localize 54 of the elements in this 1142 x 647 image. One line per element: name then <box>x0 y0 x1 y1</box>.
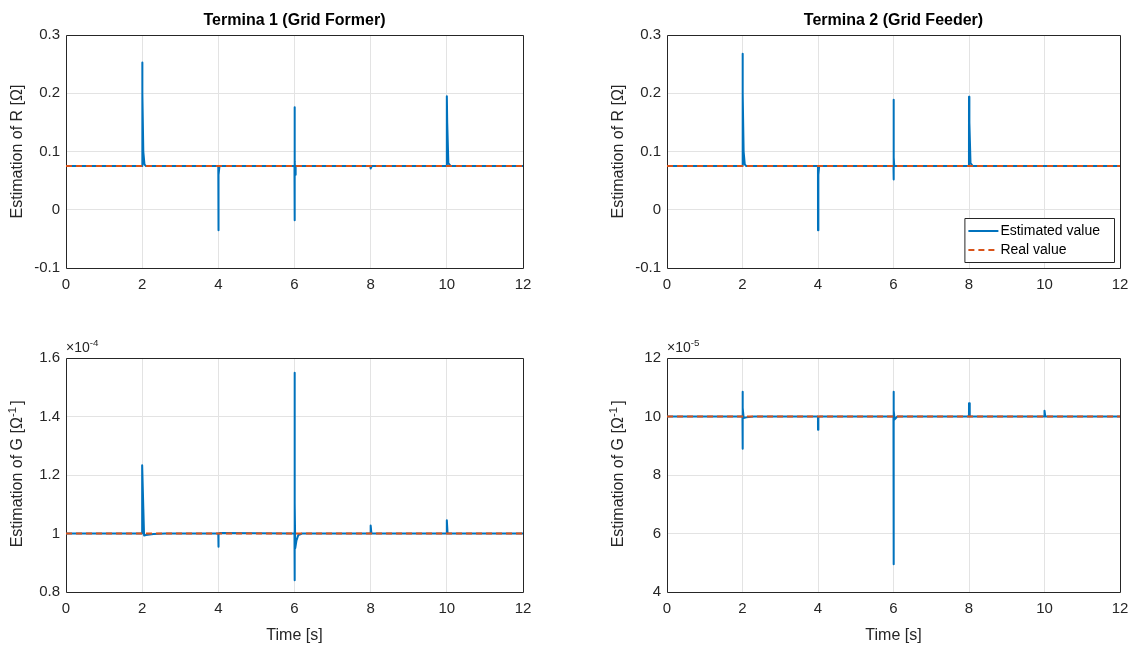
chart-title: Termina 1 (Grid Former) <box>203 11 386 28</box>
x-tick-label: 2 <box>738 275 747 293</box>
x-tick-label: 8 <box>366 599 375 617</box>
x-tick-label: 6 <box>290 599 299 617</box>
x-tick-label: 8 <box>366 275 375 293</box>
y-tick-label: 1.6 <box>39 348 60 366</box>
x-axis-title: Time [s] <box>865 626 922 643</box>
chart-title: Termina 2 (Grid Feeder) <box>803 11 984 28</box>
x-tick-label: 10 <box>1036 275 1053 293</box>
y-tick-label: 0.3 <box>39 25 60 43</box>
x-tick-label: 10 <box>438 599 456 617</box>
y-axis-title: Estimation of R [Ω] <box>8 84 25 219</box>
y-tick-label: 0 <box>652 199 661 217</box>
x-tick-label: 4 <box>813 599 823 617</box>
x-tick-label: 12 <box>514 599 532 617</box>
x-tick-label: 8 <box>964 599 974 617</box>
y-tick-label: 1.2 <box>39 465 60 483</box>
y-axis-title: Estimation of R [Ω] <box>609 84 626 219</box>
y-tick-label: 0 <box>51 199 60 217</box>
y-tick-label: 0.2 <box>640 83 661 101</box>
x-tick-label: 10 <box>1036 599 1053 617</box>
x-tick-label: 6 <box>889 599 898 617</box>
x-tick-label: 2 <box>137 599 147 617</box>
x-axis-title: Time [s] <box>266 626 323 643</box>
x-tick-label: 12 <box>1111 275 1129 293</box>
x-tick-label: 4 <box>214 599 223 617</box>
legend-label: Estimated value <box>1000 221 1101 238</box>
y-tick-label: 0.8 <box>39 582 60 600</box>
y-axis-title: Estimation of G [Ω-1] <box>5 400 25 548</box>
y-tick-label: 1.4 <box>39 406 60 424</box>
x-tick-label: 10 <box>438 275 456 293</box>
y-tick-label: 0.2 <box>39 83 60 101</box>
y-tick-label: 4 <box>652 582 661 600</box>
x-tick-label: 6 <box>290 275 299 293</box>
x-tick-label: 8 <box>964 275 974 293</box>
y-tick-label: 0.1 <box>39 141 60 159</box>
y-tick-label: 6 <box>652 523 661 541</box>
y-tick-label: 0.3 <box>640 25 661 43</box>
y-tick-label: 1 <box>51 523 60 541</box>
y-axis-title: Estimation of G [Ω-1] <box>606 400 626 548</box>
x-tick-label: 2 <box>137 275 147 293</box>
x-tick-label: 4 <box>214 275 223 293</box>
x-tick-label: 12 <box>514 275 532 293</box>
y-tick-label: -0.1 <box>34 258 60 276</box>
x-tick-label: 12 <box>1111 599 1129 617</box>
y-tick-label: -0.1 <box>635 258 661 276</box>
y-tick-label: 0.1 <box>640 141 661 159</box>
x-tick-label: 4 <box>813 275 823 293</box>
y-tick-label: 12 <box>644 348 661 366</box>
x-tick-label: 6 <box>889 275 898 293</box>
y-tick-label: 8 <box>652 465 661 483</box>
legend-label: Real value <box>1000 240 1067 257</box>
x-tick-label: 2 <box>738 599 747 617</box>
y-tick-label: 10 <box>644 406 661 424</box>
